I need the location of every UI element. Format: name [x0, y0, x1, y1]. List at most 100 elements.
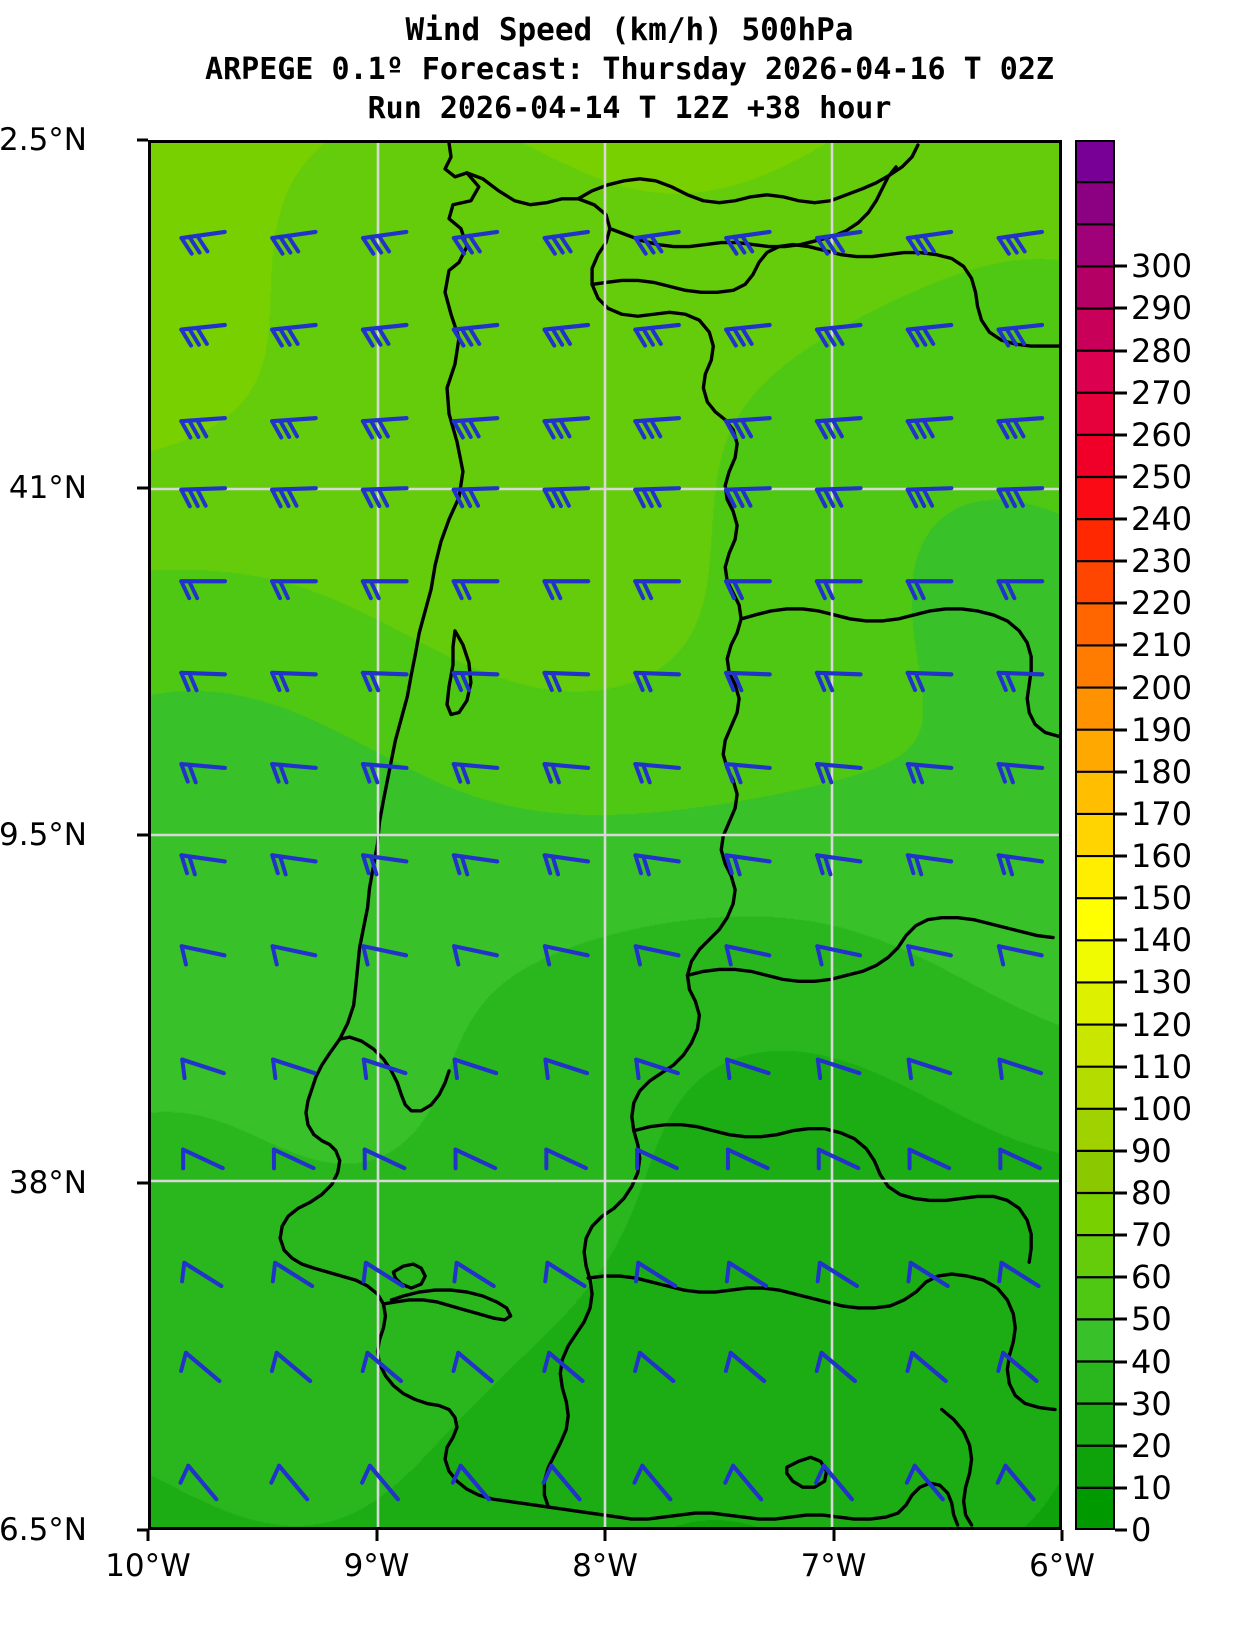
colorbar-tick-label: 190 — [1131, 710, 1193, 749]
colorbar-tick-mark — [1115, 391, 1127, 395]
wind-barb — [452, 1057, 499, 1081]
colorbar-segment — [1077, 184, 1113, 226]
colorbar-segment — [1077, 1402, 1113, 1444]
wind-barb — [633, 1350, 676, 1384]
wind-barb — [724, 322, 772, 348]
wind-barb — [905, 416, 954, 440]
wind-barb — [542, 416, 591, 440]
wind-barb — [723, 486, 772, 509]
colorbar-segment — [1077, 1444, 1113, 1486]
colorbar-segment — [1077, 562, 1113, 604]
wind-barb — [996, 579, 1045, 601]
colorbar-tick-mark — [1115, 1065, 1127, 1069]
colorbar-tick-label: 50 — [1131, 1300, 1172, 1339]
colorbar-segment — [1077, 394, 1113, 436]
colorbar-segment — [1077, 646, 1113, 688]
y-axis-tick-label: 36.5°N — [0, 1512, 87, 1548]
colorbar-segment — [1077, 940, 1113, 982]
wind-barb — [996, 670, 1045, 693]
wind-barb — [724, 944, 772, 967]
colorbar-tick-mark — [1115, 264, 1127, 268]
colorbar-tick-mark — [1115, 1444, 1127, 1448]
wind-barb — [360, 1350, 404, 1384]
run-subtitle: Run 2026-04-14 T 12Z +38 hour — [367, 91, 892, 127]
colorbar-tick-label: 30 — [1131, 1384, 1172, 1423]
y-axis-tick-mark — [137, 1181, 148, 1184]
wind-barb — [360, 579, 409, 601]
wind-barb — [451, 416, 500, 440]
wind-barb — [815, 1260, 860, 1289]
colorbar-tick-label: 80 — [1131, 1174, 1172, 1213]
wind-barb — [996, 416, 1045, 440]
wind-barb — [270, 1057, 317, 1081]
colorbar-tick-label: 20 — [1131, 1426, 1172, 1465]
wind-barb — [995, 1463, 1036, 1502]
y-axis-tick-mark — [137, 138, 148, 142]
wind-barb — [542, 670, 591, 693]
colorbar-tick-mark — [1115, 1360, 1127, 1363]
wind-barb — [814, 1463, 855, 1502]
colorbar-tick-mark — [1115, 686, 1127, 690]
colorbar-tick-label: 280 — [1131, 331, 1193, 370]
colorbar-tick-label: 170 — [1131, 794, 1193, 833]
colorbar-segment — [1077, 436, 1113, 478]
wind-barb — [905, 229, 954, 256]
coastline-portugal-west — [278, 143, 634, 1521]
wind-barb — [905, 486, 954, 509]
colorbar-segment — [1077, 856, 1113, 898]
wind-barb — [633, 322, 681, 348]
colorbar-tick-label: 230 — [1131, 542, 1193, 581]
colorbar-tick-label: 210 — [1131, 626, 1193, 665]
wind-barb — [905, 853, 954, 877]
wind-barb — [269, 1463, 310, 1502]
coastline-south-algarve — [630, 1481, 960, 1527]
page-title: Wind Speed (km/h) 500hPa — [405, 12, 854, 48]
colorbar-tick-label: 110 — [1131, 1047, 1193, 1086]
wind-barb — [725, 1147, 770, 1171]
colorbar-segment — [1077, 226, 1113, 268]
wind-barb — [451, 1350, 494, 1384]
colorbar-tick-mark — [1115, 1149, 1127, 1153]
wind-barb — [996, 1350, 1039, 1384]
border-andalucia-north — [632, 1123, 1033, 1264]
wind-barb — [179, 853, 227, 877]
colorbar-segment — [1077, 520, 1113, 562]
wind-barb — [451, 761, 500, 785]
wind-barb — [270, 1260, 315, 1289]
colorbar-segment — [1077, 772, 1113, 814]
wind-barb — [996, 761, 1045, 785]
wind-barb — [723, 670, 772, 693]
wind-barb — [633, 416, 682, 440]
coastline-and-borders-overlay — [278, 143, 1059, 1527]
wind-barb — [181, 1147, 225, 1171]
colorbar-tick-mark — [1115, 1486, 1127, 1490]
colorbar-tick-mark — [1115, 1317, 1127, 1321]
y-axis-tick-mark — [137, 1528, 148, 1532]
wind-barb — [179, 944, 227, 967]
wind-barb — [905, 579, 954, 601]
wind-barb — [905, 322, 954, 348]
wind-barb — [723, 1463, 764, 1502]
wind-barb — [269, 1350, 313, 1384]
colorbar-tick-label: 140 — [1131, 921, 1193, 960]
wind-barb — [179, 486, 228, 509]
x-axis-tick-label: 7°W — [800, 1548, 867, 1584]
wind-barb — [997, 1260, 1041, 1289]
wind-barb — [996, 944, 1044, 967]
wind-barb — [542, 1350, 585, 1384]
y-axis-tick-label: 42.5°N — [0, 122, 87, 158]
wind-barb — [360, 670, 409, 693]
wind-barb — [451, 579, 500, 601]
colorbar-tick-mark — [1115, 559, 1127, 563]
wind-barb — [724, 229, 772, 256]
wind-barb — [361, 1057, 408, 1081]
wind-barb — [360, 322, 409, 348]
wind-barb — [815, 1057, 862, 1081]
wind-barb — [179, 322, 227, 348]
wind-barb — [451, 322, 500, 348]
wind-barb — [541, 1463, 582, 1502]
wind-barb — [269, 579, 318, 601]
wind-barb — [360, 1463, 401, 1502]
wind-barb — [269, 486, 318, 509]
wind-barb — [270, 229, 318, 256]
